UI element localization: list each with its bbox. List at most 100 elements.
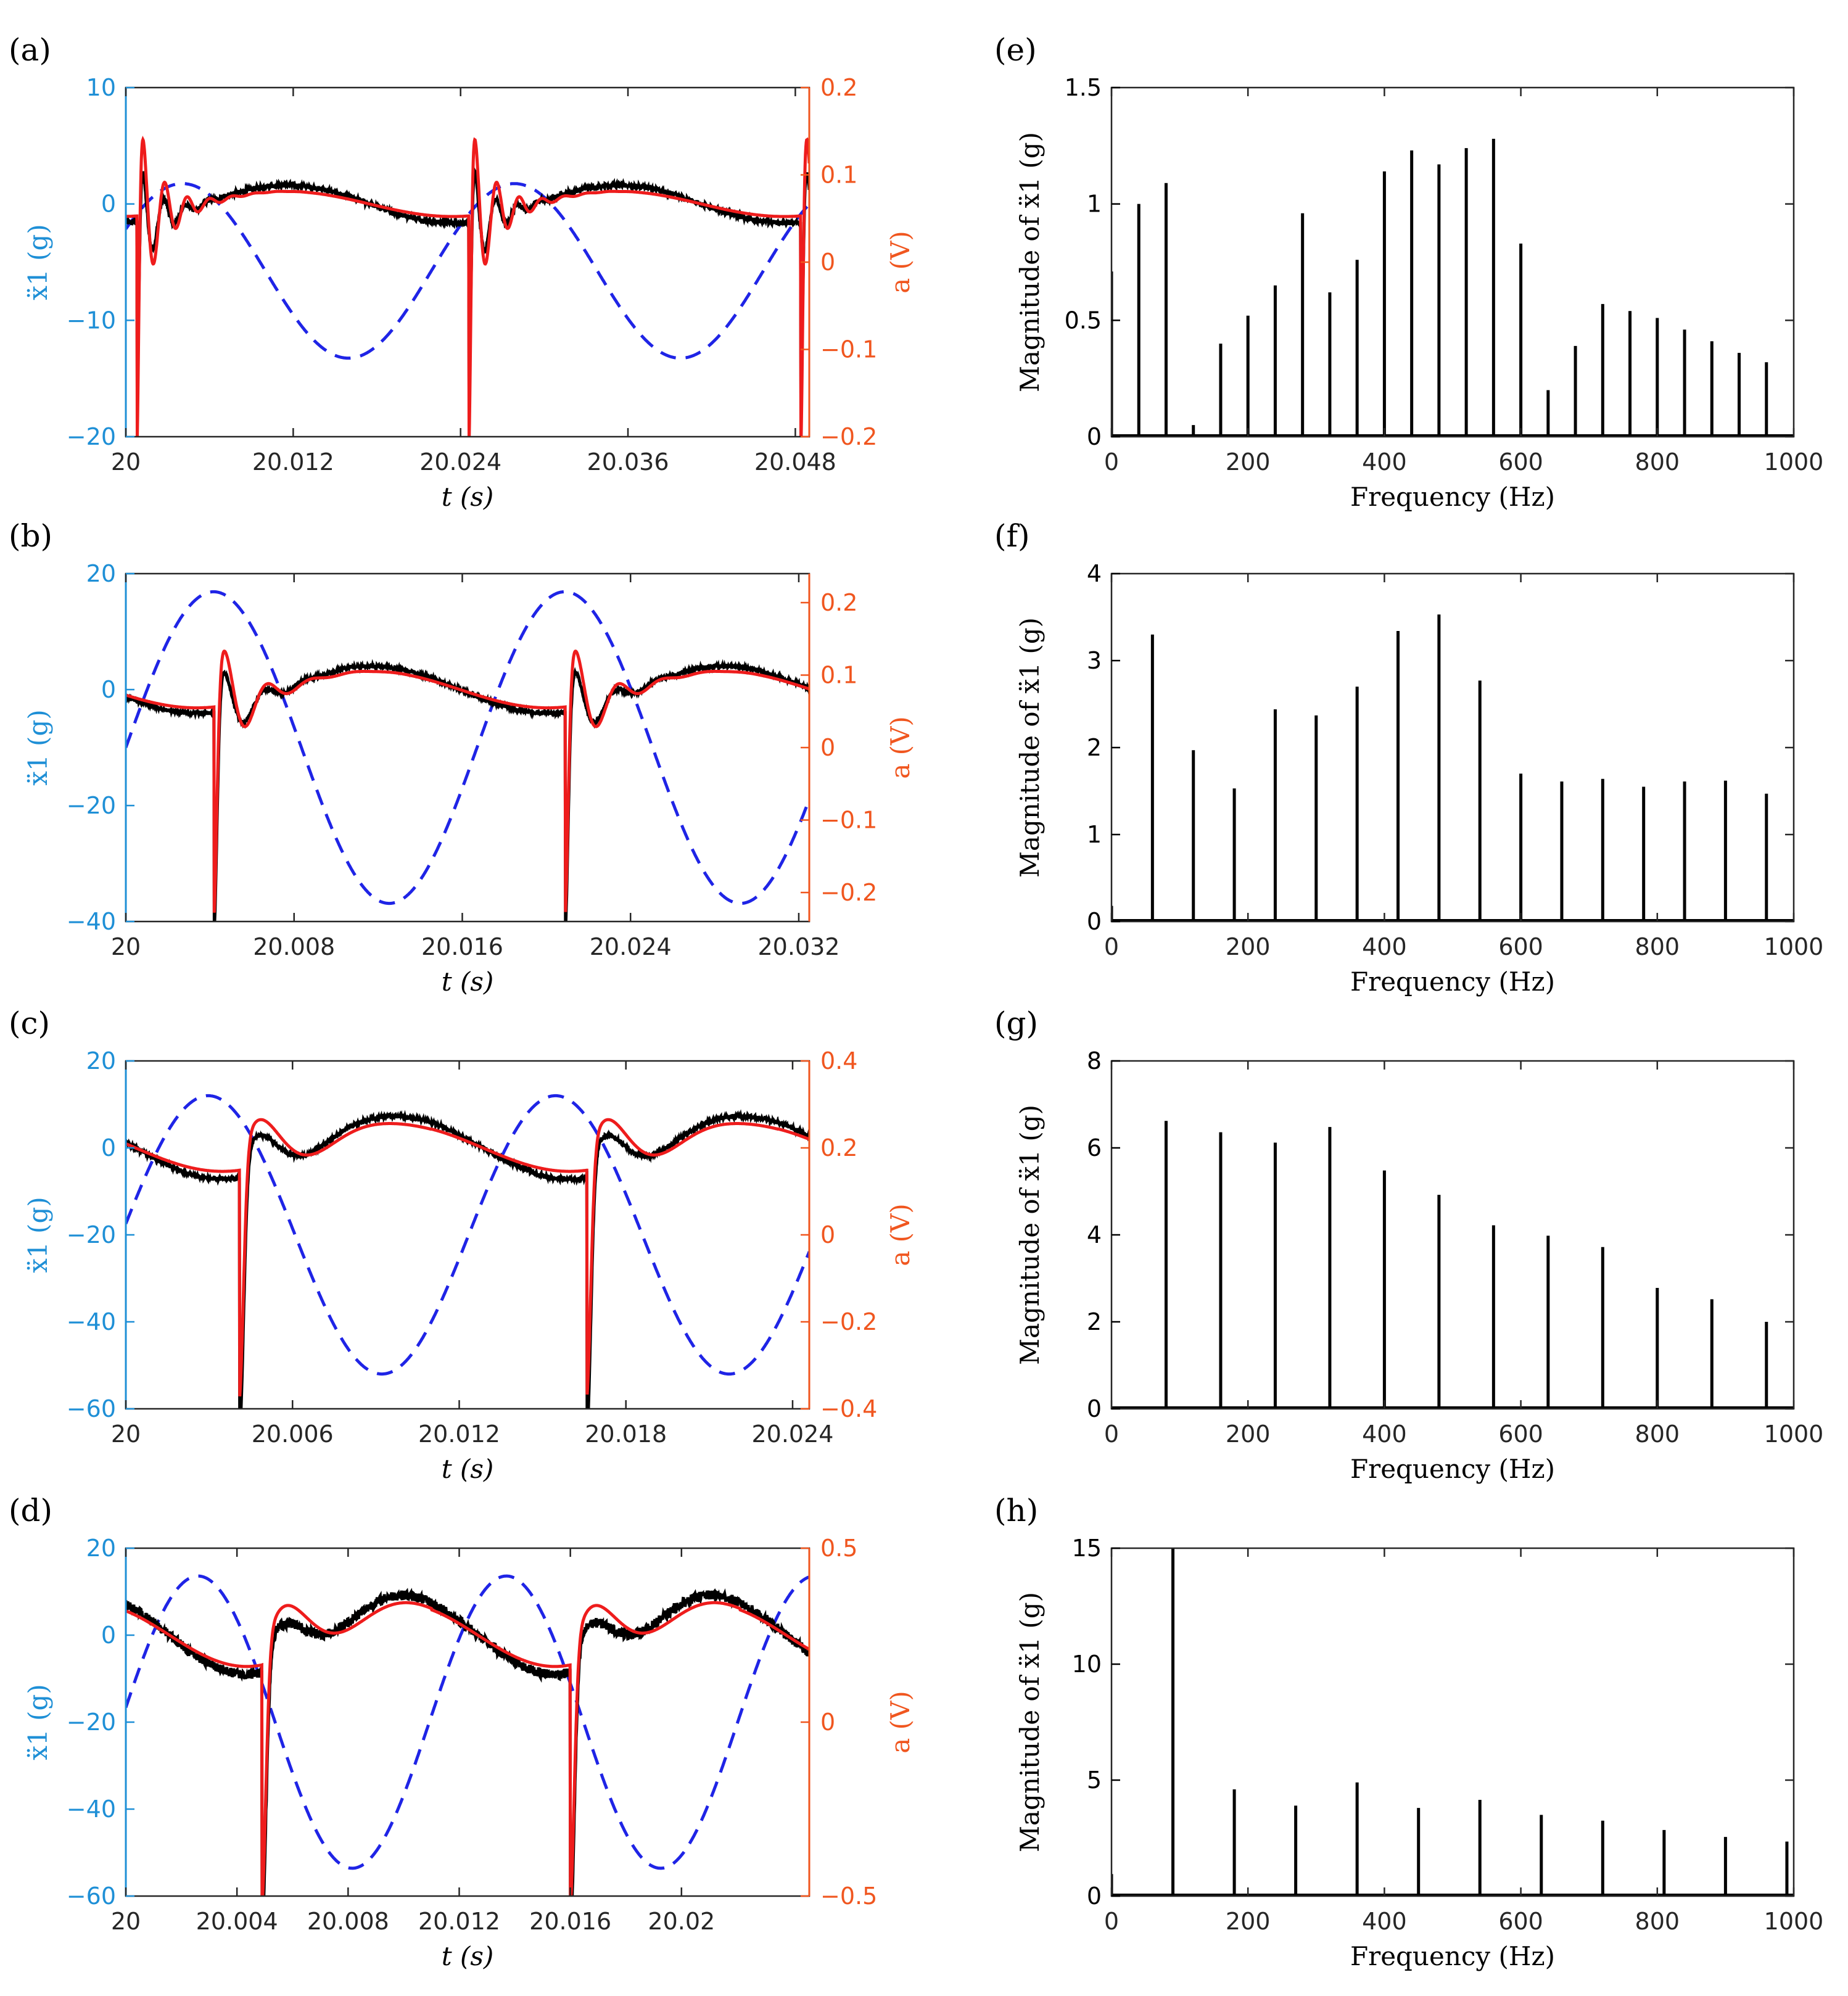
panel-e: (e) 0 200 400 600 800 1000 0 0.5 1 1.5 Frequency (H… xyxy=(994,32,1823,512)
x-tick-label-d-2: 20.008 xyxy=(307,1908,389,1935)
x-tick-label-h-2: 400 xyxy=(1362,1908,1407,1935)
y-tick-label-d-0: −60 xyxy=(67,1883,116,1910)
x-axis-label-d: t (s) xyxy=(442,1941,494,1971)
axes-frame-g xyxy=(1110,1060,1795,1410)
y-tick-label-h-0: 0 xyxy=(1087,1883,1102,1910)
plot-area-b xyxy=(126,590,809,922)
x-tick-label-h-0: 0 xyxy=(1104,1908,1119,1935)
x-tick-label-g-2: 400 xyxy=(1362,1421,1407,1448)
x-tick-label-f-4: 800 xyxy=(1635,933,1680,960)
y-tick-label-f-1: 1 xyxy=(1087,821,1102,848)
y-tick-label-h-2: 10 xyxy=(1072,1651,1102,1678)
axes-frame-b xyxy=(125,572,811,923)
series-drive-signal-b xyxy=(126,590,809,905)
axes-frame-c xyxy=(125,1060,811,1410)
series-model-d xyxy=(126,1601,809,1896)
y-right-tick-label-a-1: −0.1 xyxy=(820,336,877,363)
y-tick-label-d-2: −20 xyxy=(67,1709,116,1736)
y-right-tick-label-c-2: 0 xyxy=(820,1221,835,1248)
panel-label-a: (a) xyxy=(9,32,51,68)
panel-d: (d) 20 20.004 20.008 20.012 20.016 20.02 −60 −40… xyxy=(9,1493,915,1971)
x-tick-label-h-3: 600 xyxy=(1498,1908,1543,1935)
series-model-b xyxy=(126,650,809,913)
y-right-tick-label-c-4: 0.4 xyxy=(820,1047,857,1074)
y-tick-label-d-1: −40 xyxy=(67,1796,116,1823)
panel-b: (b) 20 20.008 20.016 20.024 20.032 −40 −20 0 20 −0… xyxy=(9,518,915,997)
x-axis-label-g: Frequency (Hz) xyxy=(1350,1454,1555,1484)
y-axis-label-b: ẍ1 (g) xyxy=(23,709,53,785)
series-model-a xyxy=(126,136,809,437)
x-tick-label-f-1: 200 xyxy=(1226,933,1271,960)
x-axis-label-c: t (s) xyxy=(442,1454,494,1484)
y-axis-label-d: ẍ1 (g) xyxy=(23,1684,53,1760)
x-tick-label-g-1: 200 xyxy=(1226,1421,1271,1448)
y-tick-label-g-1: 2 xyxy=(1087,1308,1102,1335)
y-right-tick-label-b-0: −0.2 xyxy=(820,879,877,906)
y-tick-label-f-4: 4 xyxy=(1087,560,1102,587)
y-tick-label-f-3: 3 xyxy=(1087,647,1102,674)
y-tick-label-c-3: 0 xyxy=(101,1134,116,1161)
y-tick-label-f-2: 2 xyxy=(1087,734,1102,761)
x-tick-label-g-0: 0 xyxy=(1104,1421,1119,1448)
series-drive-signal-a xyxy=(126,182,809,360)
x-tick-label-f-2: 400 xyxy=(1362,933,1407,960)
y-tick-label-h-3: 15 xyxy=(1072,1535,1102,1562)
x-tick-label-e-3: 600 xyxy=(1498,448,1543,476)
panel-label-f: (f) xyxy=(994,518,1030,554)
x-tick-label-a-0: 20 xyxy=(111,448,141,476)
x-tick-label-c-2: 20.012 xyxy=(418,1421,500,1448)
panel-label-g: (g) xyxy=(994,1005,1038,1041)
x-tick-label-e-2: 400 xyxy=(1362,448,1407,476)
x-tick-label-h-1: 200 xyxy=(1226,1908,1271,1935)
x-tick-label-d-4: 20.016 xyxy=(529,1908,611,1935)
x-axis-label-a: t (s) xyxy=(442,482,494,512)
panel-a: (a) 20 20.012 20.024 20.036 20.048 −20 −10 0 10 −0… xyxy=(9,32,915,512)
x-tick-label-f-5: 1000 xyxy=(1764,933,1824,960)
x-tick-label-d-3: 20.012 xyxy=(418,1908,500,1935)
y-right-tick-label-a-4: 0.2 xyxy=(820,74,857,101)
y-right-axis-label-d: a (V) xyxy=(885,1691,915,1754)
y-tick-label-c-0: −60 xyxy=(67,1395,116,1422)
x-tick-label-f-3: 600 xyxy=(1498,933,1543,960)
y-right-tick-label-c-1: −0.2 xyxy=(820,1308,877,1335)
series-measured-b xyxy=(126,659,809,922)
series-drive-signal-d xyxy=(126,1574,809,1870)
y-tick-label-a-0: −20 xyxy=(67,423,116,450)
panel-label-b: (b) xyxy=(9,518,52,554)
x-tick-label-g-3: 600 xyxy=(1498,1421,1543,1448)
y-tick-label-a-3: 10 xyxy=(86,74,116,101)
y-axis-label-a: ẍ1 (g) xyxy=(23,224,53,300)
series-measured-d xyxy=(126,1588,809,1896)
panel-c: (c) 20 20.006 20.012 20.018 20.024 −60 −40 −20 0 2… xyxy=(9,1005,915,1484)
y-tick-label-f-0: 0 xyxy=(1087,908,1102,935)
y-right-tick-label-b-2: 0 xyxy=(820,734,835,761)
y-tick-label-c-4: 20 xyxy=(86,1047,116,1074)
x-tick-label-b-1: 20.008 xyxy=(253,933,335,960)
x-axis-label-e: Frequency (Hz) xyxy=(1350,482,1555,512)
x-tick-label-a-2: 20.024 xyxy=(419,448,501,476)
y-axis-label-h: Magnitude of ẍ1 (g) xyxy=(1015,1592,1045,1852)
x-axis-label-b: t (s) xyxy=(442,967,494,997)
x-tick-label-c-4: 20.024 xyxy=(751,1421,833,1448)
plot-area-h xyxy=(1112,1548,1794,1896)
y-tick-label-h-1: 5 xyxy=(1087,1767,1102,1794)
y-tick-label-e-0: 0 xyxy=(1087,423,1102,450)
series-model-c xyxy=(126,1118,809,1396)
y-tick-label-g-2: 4 xyxy=(1087,1221,1102,1248)
y-right-tick-label-b-4: 0.2 xyxy=(820,589,857,616)
x-tick-label-g-5: 1000 xyxy=(1764,1421,1824,1448)
y-tick-label-a-2: 0 xyxy=(101,191,116,218)
x-tick-label-f-0: 0 xyxy=(1104,933,1119,960)
y-tick-label-e-3: 1.5 xyxy=(1065,74,1102,101)
x-axis-label-f: Frequency (Hz) xyxy=(1350,967,1555,997)
panel-h: (h) 0 200 400 600 800 1000 0 5 10 15 Frequency (Hz)… xyxy=(994,1493,1823,1971)
y-tick-label-a-1: −10 xyxy=(67,307,116,334)
y-tick-label-b-1: −20 xyxy=(67,792,116,819)
y-right-tick-label-c-3: 0.2 xyxy=(820,1134,857,1161)
y-right-axis-label-c: a (V) xyxy=(885,1203,915,1266)
x-tick-label-a-1: 20.012 xyxy=(252,448,334,476)
x-tick-label-b-4: 20.032 xyxy=(757,933,839,960)
y-axis-label-g: Magnitude of ẍ1 (g) xyxy=(1015,1105,1045,1365)
plot-area-f xyxy=(1112,614,1794,922)
